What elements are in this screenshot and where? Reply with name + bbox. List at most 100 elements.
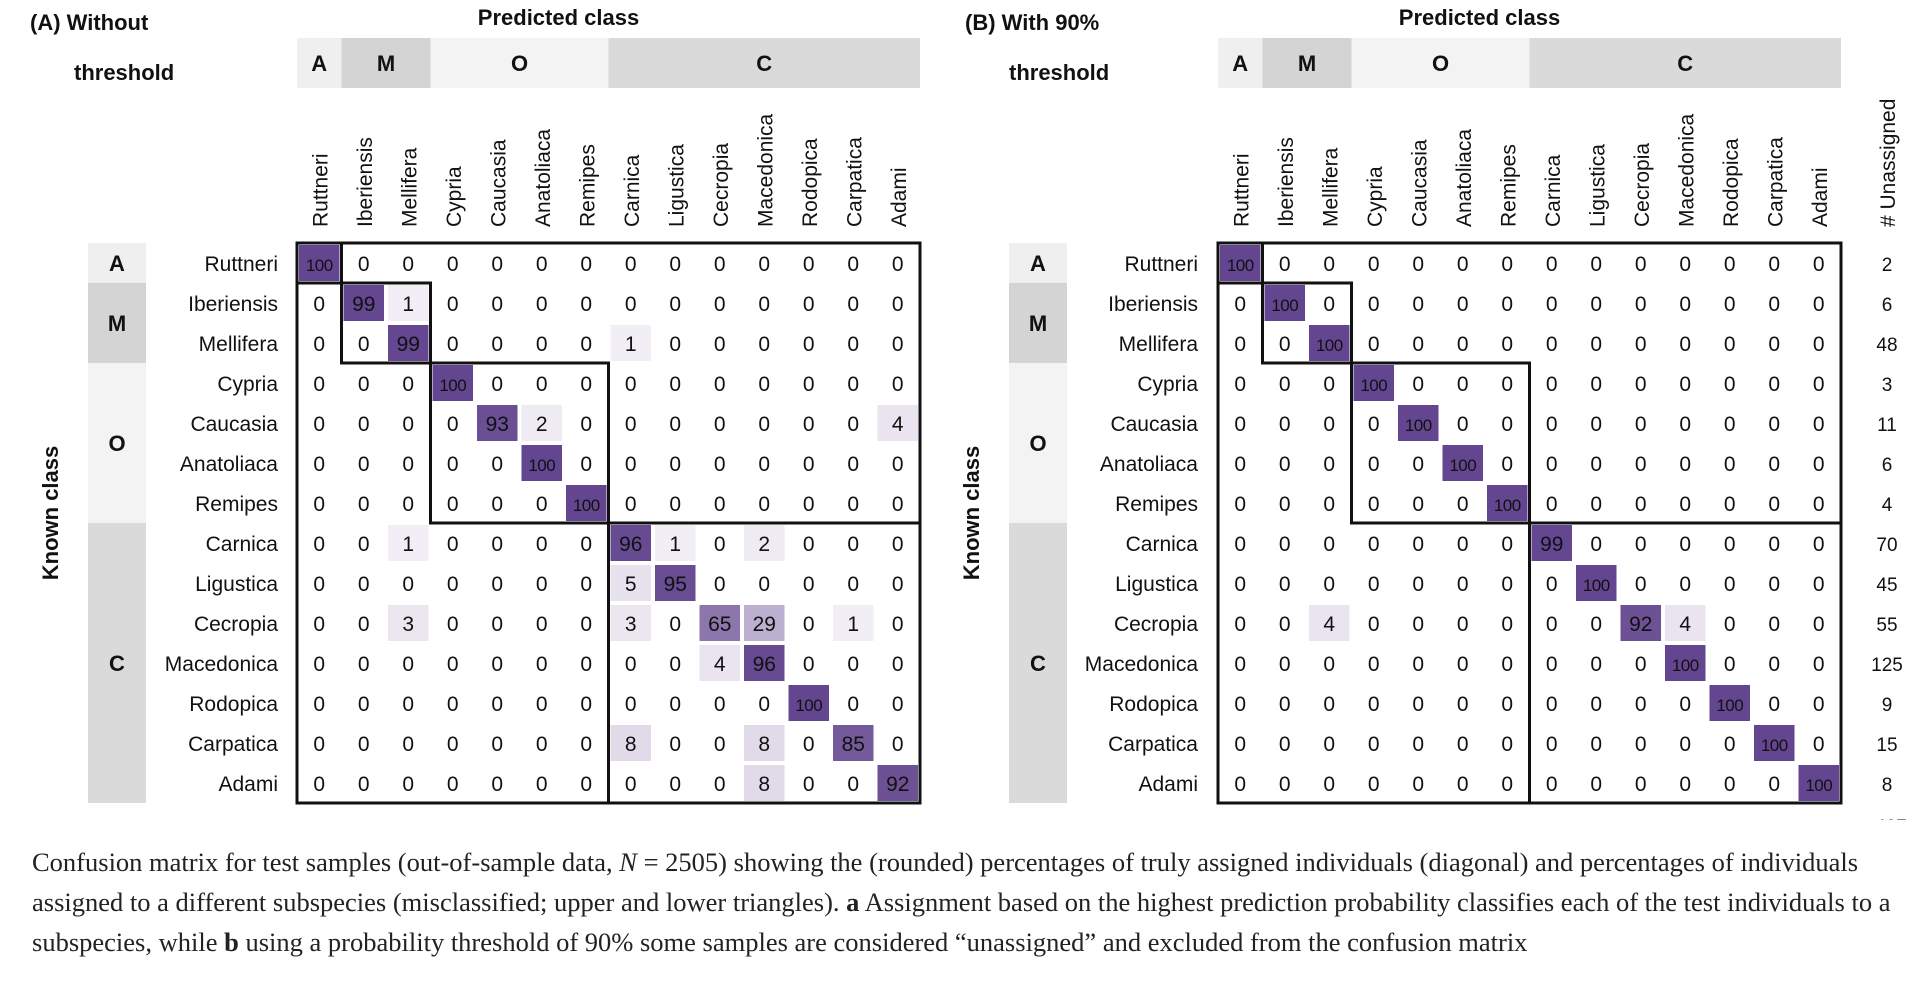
- cell-value: 0: [669, 413, 681, 436]
- lineage-block-outline: [1350, 361, 1531, 525]
- cell-value: 0: [1590, 693, 1602, 716]
- cell-value: 0: [803, 533, 815, 556]
- row-label: Adami: [218, 773, 278, 796]
- predicted-lineage-label-a: A: [1232, 51, 1248, 76]
- cell-value: 100: [1316, 336, 1343, 355]
- cell-value: 100: [306, 256, 333, 275]
- row-label: Carnica: [1126, 533, 1199, 556]
- heatmap-cell: [1398, 405, 1439, 441]
- unassigned-count: 55: [1876, 615, 1897, 636]
- cell-value: 0: [803, 373, 815, 396]
- row-label: Cecropia: [1114, 613, 1198, 636]
- unassigned-header: # Unassigned: [1877, 99, 1900, 227]
- cell-value: 0: [358, 253, 370, 276]
- row-label: Cypria: [217, 373, 278, 396]
- cell-value: 0: [714, 773, 726, 796]
- heatmap-cell: [877, 405, 918, 441]
- cell-value: 93: [486, 413, 509, 436]
- lineage-block-outline: [1528, 521, 1843, 805]
- cell-value: 0: [1590, 773, 1602, 796]
- cell-value: 100: [1716, 696, 1743, 715]
- cell-value: 0: [1323, 693, 1335, 716]
- cell-value: 0: [847, 773, 859, 796]
- known-lineage-band-a: [1009, 243, 1067, 283]
- cell-value: 0: [1279, 533, 1291, 556]
- heatmap-cell: [566, 485, 607, 521]
- lineage-block-outline: [1261, 281, 1353, 365]
- cell-value: 5: [625, 573, 637, 596]
- cell-value: 0: [536, 733, 548, 756]
- cell-value: 0: [1368, 453, 1380, 476]
- cell-value: 0: [580, 613, 592, 636]
- cell-value: 0: [1724, 413, 1736, 436]
- row-label: Caucasia: [190, 413, 278, 436]
- cell-value: 0: [580, 773, 592, 796]
- cell-value: 0: [447, 773, 459, 796]
- cell-value: 0: [1813, 413, 1825, 436]
- heatmap-cell: [1754, 725, 1795, 761]
- cell-value: 100: [1227, 256, 1254, 275]
- predicted-lineage-label-a: A: [311, 51, 327, 76]
- cell-value: 0: [1590, 653, 1602, 676]
- cell-value: 0: [1724, 253, 1736, 276]
- heatmap-cell: [388, 525, 429, 561]
- cell-value: 0: [358, 453, 370, 476]
- cell-value: 0: [580, 253, 592, 276]
- cell-value: 0: [1590, 253, 1602, 276]
- cell-value: 0: [402, 733, 414, 756]
- column-label: Remipes: [576, 144, 599, 227]
- cell-value: 0: [1412, 493, 1424, 516]
- predicted-lineage-band-o: [430, 38, 609, 88]
- cell-value: 0: [1546, 653, 1558, 676]
- cell-value: 0: [847, 493, 859, 516]
- cell-value: 0: [669, 293, 681, 316]
- column-label: Ligustica: [1586, 144, 1609, 227]
- cell-value: 0: [358, 573, 370, 596]
- cell-value: 0: [358, 333, 370, 356]
- cell-value: 0: [714, 533, 726, 556]
- cell-value: 0: [1279, 653, 1291, 676]
- column-label: Mellifera: [398, 147, 421, 227]
- cell-value: 0: [1412, 453, 1424, 476]
- row-label: Ruttneri: [204, 253, 278, 276]
- cell-value: 0: [1679, 733, 1691, 756]
- heatmap-cell: [744, 725, 785, 761]
- cell-value: 0: [625, 493, 637, 516]
- cell-value: 0: [1368, 253, 1380, 276]
- cell-value: 0: [313, 293, 325, 316]
- row-label: Anatoliaca: [1100, 453, 1198, 476]
- row-label: Ligustica: [195, 573, 278, 596]
- cell-value: 0: [625, 413, 637, 436]
- cell-value: 0: [1457, 693, 1469, 716]
- cell-value: 0: [536, 693, 548, 716]
- cell-value: 0: [1679, 413, 1691, 436]
- known-lineage-band-m: [1009, 283, 1067, 363]
- heatmap-cell: [388, 605, 429, 641]
- cell-value: 0: [491, 613, 503, 636]
- cell-value: 100: [795, 696, 822, 715]
- cell-value: 65: [708, 613, 731, 636]
- cell-value: 0: [1412, 533, 1424, 556]
- cell-value: 0: [892, 613, 904, 636]
- cell-value: 0: [313, 453, 325, 476]
- cell-value: 0: [580, 293, 592, 316]
- cell-value: 0: [803, 333, 815, 356]
- heatmap-cell: [1264, 285, 1305, 321]
- cell-value: 0: [536, 493, 548, 516]
- caption-text-1: Confusion matrix for test samples (out-o…: [32, 847, 620, 877]
- cell-value: 100: [1271, 296, 1298, 315]
- cell-value: 0: [1457, 333, 1469, 356]
- cell-value: 1: [625, 333, 637, 356]
- cell-value: 0: [803, 653, 815, 676]
- cell-value: 0: [669, 493, 681, 516]
- heatmap-cell: [1487, 485, 1528, 521]
- cell-value: 0: [1279, 373, 1291, 396]
- cell-value: 0: [580, 693, 592, 716]
- cell-value: 0: [714, 573, 726, 596]
- cell-value: 0: [847, 413, 859, 436]
- cell-value: 0: [447, 453, 459, 476]
- cell-value: 0: [1368, 653, 1380, 676]
- heatmap-cell: [521, 405, 562, 441]
- row-label: Carpatica: [1108, 733, 1198, 756]
- cell-value: 0: [1279, 333, 1291, 356]
